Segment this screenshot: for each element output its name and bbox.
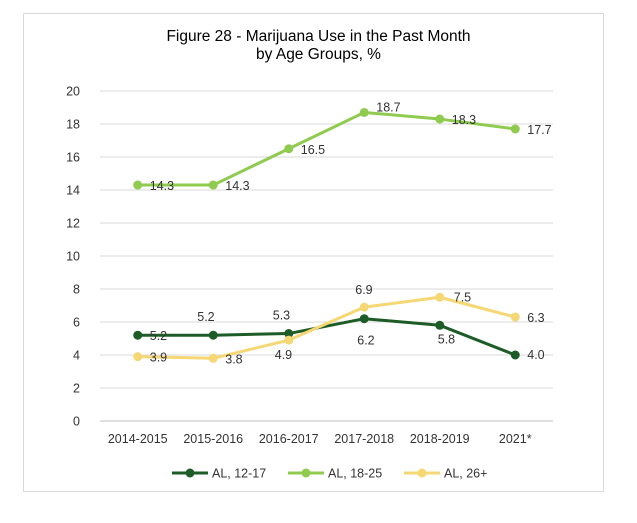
data-point (208, 180, 218, 190)
data-point (133, 330, 143, 340)
legend-swatch-marker (301, 468, 311, 478)
y-tick-label: 20 (66, 85, 80, 99)
x-tick-label: 2014-2015 (108, 432, 168, 446)
x-tick-label: 2018-2019 (410, 432, 470, 446)
data-label: 4.9 (275, 348, 292, 362)
data-label: 5.2 (197, 310, 214, 324)
data-point (208, 353, 218, 363)
y-tick-label: 4 (73, 349, 80, 363)
chart-title-line2: by Age Groups, % (256, 46, 381, 63)
legend-label: AL, 12-17 (212, 467, 266, 481)
data-label: 18.3 (452, 113, 476, 127)
y-tick-label: 8 (73, 283, 80, 297)
data-point (133, 180, 143, 190)
data-label: 3.8 (225, 352, 242, 366)
data-label: 14.3 (150, 179, 174, 193)
chart-title-line1: Figure 28 - Marijuana Use in the Past Mo… (166, 28, 471, 45)
series-line-0 (137, 317, 516, 357)
data-point (359, 314, 369, 324)
data-label: 4.0 (527, 348, 544, 362)
data-label: 5.3 (273, 309, 290, 323)
y-tick-label: 6 (73, 316, 80, 330)
data-label: 6.9 (355, 283, 372, 297)
y-tick-label: 2 (73, 382, 80, 396)
data-point (284, 335, 294, 345)
data-point (435, 114, 445, 124)
data-point (359, 302, 369, 312)
x-tick-label: 2015-2016 (183, 432, 243, 446)
legend-swatch-marker (185, 468, 195, 478)
data-label: 6.2 (357, 334, 374, 348)
y-tick-label: 10 (66, 250, 80, 264)
data-label: 17.7 (527, 123, 551, 137)
data-point (510, 350, 520, 360)
data-label: 6.3 (527, 311, 544, 325)
data-point (359, 107, 369, 117)
data-point (284, 144, 294, 154)
data-point (435, 320, 445, 330)
data-point (510, 124, 520, 134)
series-line-2 (137, 295, 516, 360)
data-label: 18.7 (376, 100, 400, 114)
data-label: 5.2 (150, 329, 167, 343)
data-label: 5.8 (438, 332, 455, 346)
chart-title: Figure 28 - Marijuana Use in the Past Mo… (0, 28, 637, 64)
chart-frame (23, 13, 604, 492)
legend-label: AL, 26+ (444, 467, 487, 481)
data-point (133, 352, 143, 362)
y-tick-label: 0 (73, 415, 80, 429)
x-tick-label: 2016-2017 (259, 432, 319, 446)
data-point (435, 292, 445, 302)
data-point (208, 330, 218, 340)
legend-label: AL, 18-25 (328, 467, 382, 481)
data-label: 14.3 (225, 179, 249, 193)
y-tick-label: 14 (66, 184, 80, 198)
y-tick-label: 16 (66, 151, 80, 165)
x-tick-label: 2017-2018 (334, 432, 394, 446)
data-point (510, 312, 520, 322)
x-tick-label: 2021* (499, 432, 532, 446)
data-label: 3.9 (150, 351, 167, 365)
data-point (284, 329, 294, 339)
legend-swatch-marker (417, 468, 427, 478)
series-line-1 (137, 110, 516, 187)
data-label: 7.5 (454, 290, 471, 304)
y-tick-label: 12 (66, 217, 80, 231)
data-label: 16.5 (301, 143, 325, 157)
y-tick-label: 18 (66, 118, 80, 132)
